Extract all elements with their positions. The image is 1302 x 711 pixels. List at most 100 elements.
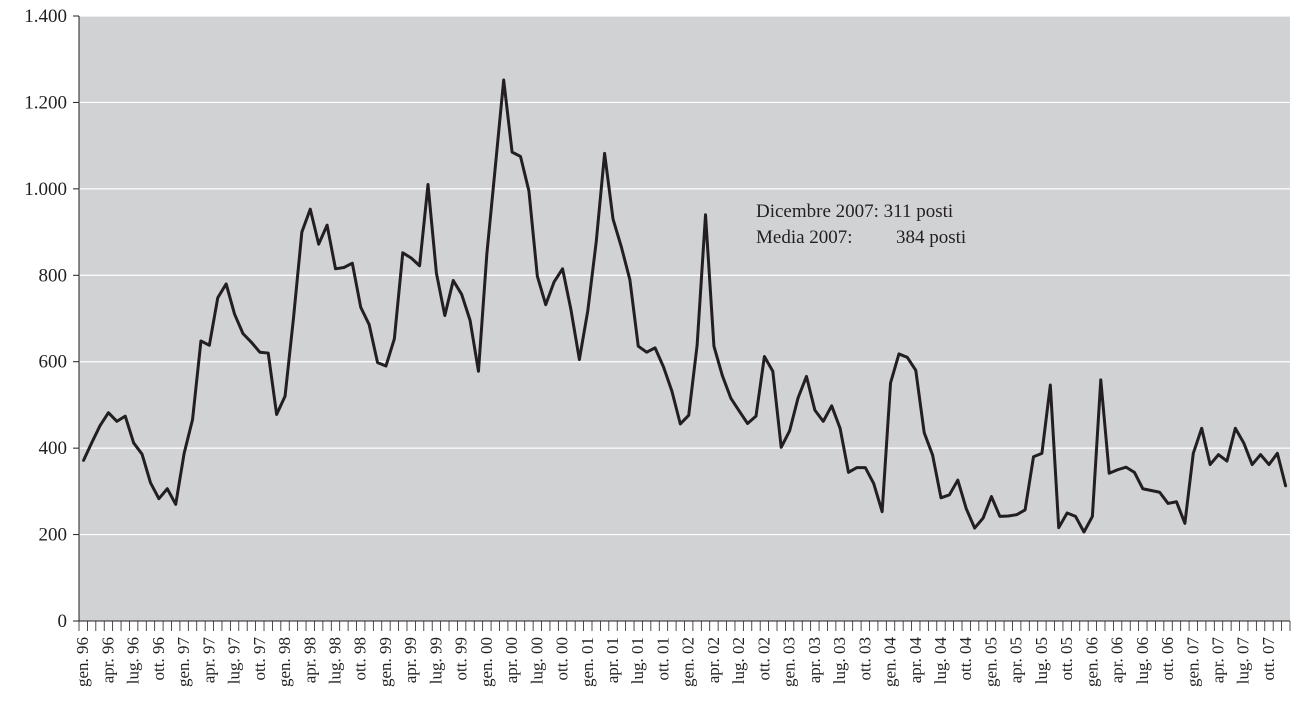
data-point — [107, 411, 110, 414]
data-point — [780, 446, 783, 449]
data-point — [351, 262, 354, 264]
y-tick-label: 1.000 — [24, 179, 67, 200]
data-point — [1242, 442, 1245, 444]
series-line — [81, 78, 1288, 534]
data-point — [772, 370, 774, 373]
data-point — [158, 497, 160, 500]
data-point — [1015, 513, 1018, 516]
data-point — [452, 279, 455, 282]
data-point — [578, 358, 581, 361]
data-point — [637, 345, 640, 347]
data-point — [629, 278, 631, 281]
data-point — [301, 231, 303, 233]
data-point — [1268, 463, 1270, 466]
data-point — [544, 303, 547, 306]
data-point — [359, 306, 362, 309]
data-point — [612, 218, 614, 220]
x-tick-label: apr. 05 — [1007, 637, 1026, 683]
x-tick-label: apr. 97 — [199, 637, 218, 684]
y-tick-label: 1.400 — [24, 6, 67, 27]
data-point — [216, 296, 219, 299]
data-point — [662, 366, 665, 368]
data-point — [326, 224, 328, 226]
data-point — [1209, 463, 1211, 466]
data-point — [940, 497, 942, 499]
x-tick-label: ott. 02 — [754, 637, 773, 680]
data-point — [1108, 472, 1110, 475]
data-point — [124, 415, 127, 417]
x-tick-label: lug. 97 — [225, 637, 244, 685]
data-point — [645, 351, 648, 354]
x-tick-label: apr. 98 — [300, 637, 319, 683]
annotation: Dicembre 2007: 311 posti Media 2007: 384… — [756, 201, 966, 248]
data-point — [914, 369, 917, 372]
data-point — [393, 338, 396, 340]
data-point — [704, 213, 707, 216]
data-point — [502, 79, 505, 81]
y-tick-labels: 0 200 400 600 800 1.000 1.200 1.400 — [24, 6, 79, 632]
data-point — [536, 275, 539, 277]
data-point — [1041, 452, 1043, 455]
data-point — [1175, 500, 1178, 503]
x-tick-label: ott. 98 — [351, 637, 370, 680]
data-point — [1284, 485, 1287, 488]
data-point — [444, 314, 446, 317]
data-point — [309, 208, 312, 210]
data-point — [528, 190, 530, 192]
x-tick-label: lug. 02 — [729, 637, 748, 684]
data-point — [721, 374, 724, 377]
x-tick-label: apr. 02 — [704, 637, 723, 683]
data-point — [805, 375, 808, 378]
data-point — [746, 422, 749, 425]
x-tick-label: apr. 06 — [1108, 637, 1127, 683]
data-point — [376, 361, 379, 364]
data-point — [1200, 427, 1203, 430]
data-point — [1049, 384, 1052, 386]
data-point — [1226, 460, 1228, 462]
data-point — [174, 503, 177, 506]
data-point — [259, 351, 261, 354]
data-point — [233, 313, 236, 315]
x-tick-label: lug. 06 — [1133, 637, 1152, 684]
x-tick-label: lug. 04 — [931, 637, 950, 685]
x-tick-label: gen. 00 — [477, 637, 496, 687]
data-point — [881, 510, 883, 513]
data-point — [208, 344, 211, 347]
data-point — [595, 241, 597, 243]
data-point — [1099, 379, 1102, 381]
data-point — [713, 345, 715, 347]
data-point — [1007, 515, 1010, 517]
x-tick-label: lug. 00 — [527, 637, 546, 684]
data-point — [334, 268, 337, 270]
data-point — [427, 183, 429, 186]
data-point — [90, 442, 93, 444]
data-point — [990, 495, 993, 498]
data-point — [1251, 463, 1253, 466]
data-point — [948, 494, 951, 496]
data-point — [586, 309, 589, 312]
data-point — [200, 340, 202, 342]
series-line-group — [81, 78, 1288, 534]
data-point — [856, 466, 858, 469]
data-point — [864, 466, 867, 469]
data-point — [486, 252, 488, 255]
data-point — [385, 365, 387, 367]
data-point — [872, 482, 875, 485]
data-point — [267, 352, 270, 354]
x-tick-labels: gen. 96 apr. 96 lug. 96 ott. 96 gen. 97 apr. … — [73, 621, 1291, 688]
x-tick-label: apr. 99 — [401, 637, 420, 683]
annotation-december-2007: Dicembre 2007: 311 posti — [756, 201, 953, 222]
x-tick-label: gen. 98 — [275, 637, 294, 687]
data-point — [957, 479, 959, 481]
x-tick-label: gen. 04 — [881, 637, 900, 688]
data-point — [242, 332, 244, 335]
data-point — [477, 370, 480, 373]
data-point — [284, 395, 286, 398]
data-point — [1234, 427, 1237, 430]
data-point — [250, 341, 253, 344]
data-point — [620, 246, 623, 248]
data-point — [410, 257, 412, 259]
y-tick-label: 1.200 — [24, 92, 67, 113]
data-point — [275, 413, 278, 416]
data-point — [368, 323, 370, 326]
